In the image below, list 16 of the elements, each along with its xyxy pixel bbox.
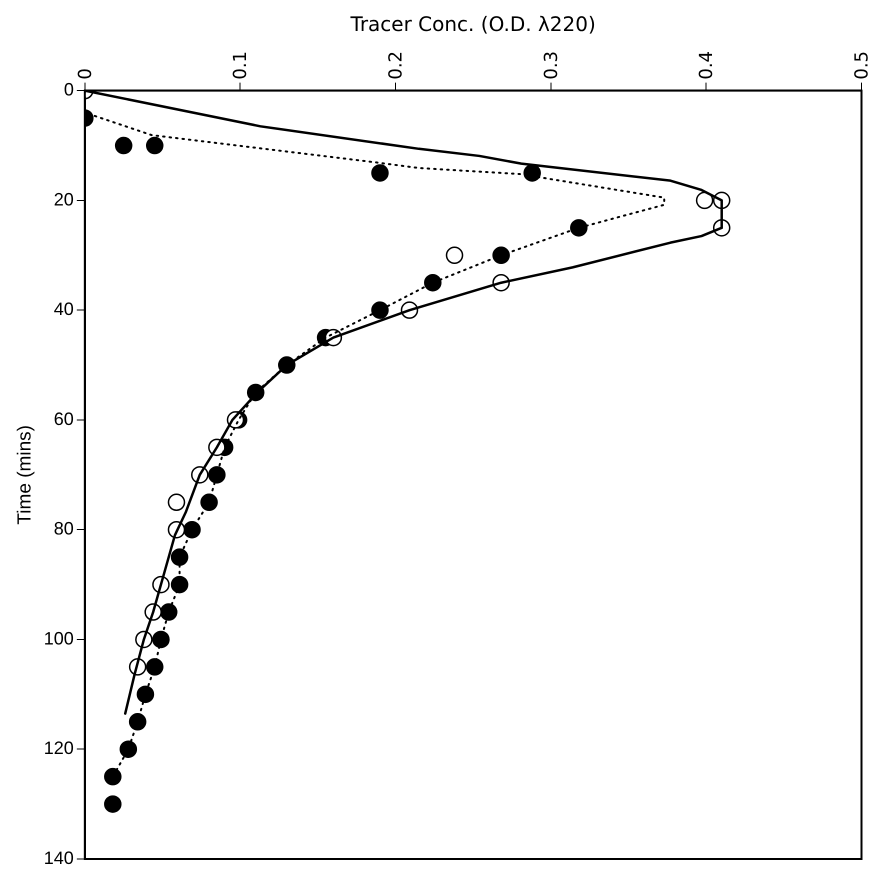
y-tick-label: 40 [54, 299, 74, 320]
x-tick-label: 0.4 [696, 50, 718, 80]
y-tick-label: 100 [44, 628, 74, 648]
x-tick-label: 0.3 [540, 50, 562, 80]
x-axis-title: Tracer Conc. (O.D. λ220) [350, 12, 596, 36]
y-tick-label: 120 [44, 738, 74, 758]
y-tick-label: 80 [54, 518, 74, 539]
x-tick-label: 0.2 [386, 50, 407, 80]
x-tick-label: 0 [74, 68, 96, 80]
y-axis-title: Time (mins) [14, 425, 36, 525]
y-tick-label: 20 [54, 189, 74, 210]
x-tick-label: 0.5 [852, 50, 871, 80]
y-tick-label: 60 [54, 408, 74, 429]
y-tick-label: 140 [44, 848, 74, 868]
x-tick-label: 0.1 [230, 50, 252, 80]
y-tick-label: 0 [64, 80, 74, 100]
